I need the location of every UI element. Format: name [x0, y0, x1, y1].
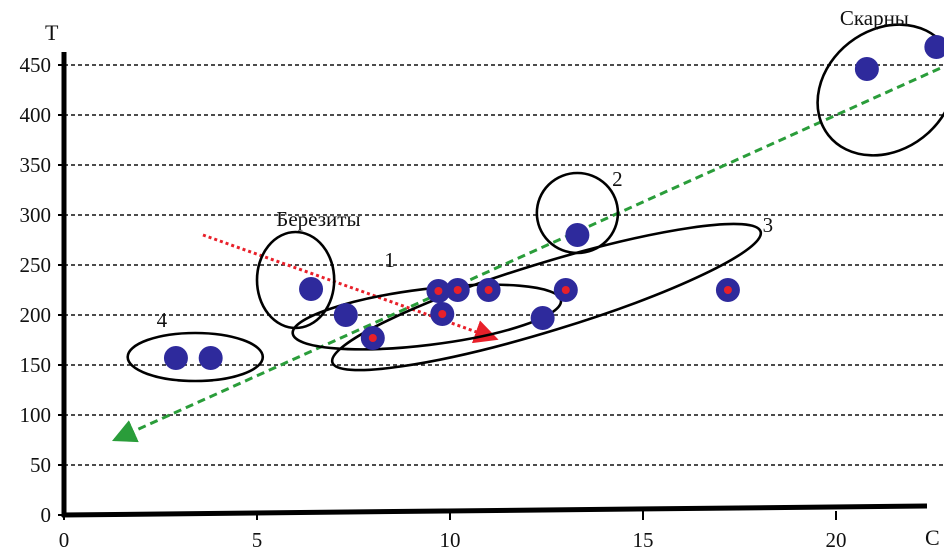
data-point-10 — [530, 306, 555, 330]
data-point-core-8 — [453, 286, 462, 294]
data-point-1 — [163, 346, 188, 370]
data-point-2 — [198, 346, 223, 370]
data-point-3 — [299, 277, 324, 301]
annotation-2: Березиты — [276, 207, 360, 231]
axes — [61, 52, 928, 518]
y-axis-label: T — [45, 20, 59, 45]
group-ellipse-5 — [126, 331, 265, 383]
y-tick-label-150: 150 — [20, 353, 52, 377]
y-tick-label-0: 0 — [41, 503, 52, 527]
data-point-14 — [854, 57, 879, 81]
gridlines — [64, 64, 944, 466]
data-point-core-5 — [368, 334, 377, 342]
data-point-core-6 — [434, 287, 443, 295]
data-point-core-7 — [438, 310, 447, 318]
y-tick-label-300: 300 — [20, 203, 52, 227]
data-points — [163, 35, 944, 370]
y-tick-label-100: 100 — [20, 403, 52, 427]
group-ellipses — [126, 23, 944, 383]
x-tick-label-20: 20 — [826, 528, 847, 550]
data-point-15 — [924, 35, 944, 59]
y-tick-label-450: 450 — [20, 53, 52, 77]
annotation-6: 4 — [157, 308, 168, 332]
x-tick-label-15: 15 — [633, 528, 654, 550]
annotation-4: 2 — [612, 167, 623, 191]
data-point-12 — [565, 223, 590, 247]
tick-labels: 0 50 100 150 200 250 300 350 400 450 0 5 10 15 20 — [20, 53, 847, 552]
x-axis-label: C — [925, 525, 940, 550]
annotation-3: 1 — [384, 248, 395, 272]
data-point-core-13 — [723, 286, 732, 294]
x-tick-label-5: 5 — [252, 528, 263, 550]
y-tick-label-350: 350 — [20, 153, 52, 177]
annotations: Скарны Березиты 1 2 3 4 — [157, 6, 909, 332]
x-axis-line — [61, 503, 928, 518]
group-ellipse-1 — [255, 230, 336, 330]
data-point-4 — [333, 303, 358, 327]
y-tick-label-250: 250 — [20, 253, 52, 277]
group-ellipse-2 — [291, 283, 563, 351]
y-tick-label-400: 400 — [20, 103, 52, 127]
annotation-1: Скарны — [840, 6, 909, 30]
y-tick-label-200: 200 — [20, 303, 52, 327]
group-ellipse-4 — [330, 222, 763, 372]
data-point-core-9 — [484, 286, 493, 294]
data-point-core-11 — [561, 286, 570, 294]
y-tick-label-50: 50 — [30, 453, 51, 477]
x-tick-label-0: 0 — [59, 528, 70, 550]
x-tick-label-10: 10 — [440, 528, 461, 550]
annotation-5: 3 — [763, 213, 774, 237]
trend-line-green — [111, 64, 944, 443]
